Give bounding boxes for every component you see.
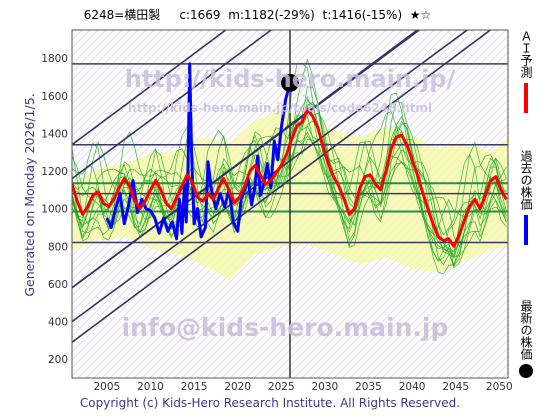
y-tick-label: 200 (48, 354, 68, 366)
y-tick-label: 1200 (41, 166, 68, 178)
ensemble-line (72, 103, 507, 235)
ensemble-line (72, 99, 507, 267)
legend-forecast-swatch (524, 83, 528, 113)
watermark-email: info@kids-hero.main.jp (122, 313, 449, 342)
target-price: t:1416(-15%) (322, 8, 403, 22)
legend-latest-price-label: 最新の株価 (519, 300, 533, 360)
current-price: c:1669 (179, 8, 221, 22)
trend-line (115, 30, 118, 31)
legend-latest-price: 最新の株価 (516, 300, 536, 378)
rating-stars: ★☆ (409, 8, 432, 22)
legend-past-swatch (524, 215, 528, 245)
x-tick-label: 2035 (355, 381, 382, 393)
chart-header: 6248=横田製 c:1669 m:1182(-29%) t:1416(-15%… (0, 6, 515, 23)
legend-past-price: 過去の株価 (516, 150, 536, 245)
x-tick-label: 2040 (399, 381, 426, 393)
watermark-mid-url: http://kids-hero.main.jp/tools/code6248.… (128, 101, 432, 115)
forecast-price-line (72, 107, 508, 248)
x-tick-label: 2010 (137, 381, 164, 393)
y-tick-label: 600 (48, 279, 68, 291)
x-tick-label: 2030 (312, 381, 339, 393)
x-tick-label: 2015 (181, 381, 208, 393)
plot-frame (71, 29, 509, 379)
y-tick-label: 800 (48, 241, 68, 253)
x-tick-label: 2020 (224, 381, 251, 393)
legend-past-price-label: 過去の株価 (519, 150, 533, 210)
y-tick-label: 1800 (41, 53, 68, 65)
min-price: m:1182(-29%) (228, 8, 315, 22)
latest-price-marker (281, 73, 299, 92)
trend-line (72, 30, 273, 180)
watermark-top-url: http://kids-hero.main.jp/ (125, 65, 456, 93)
x-tick-label: 2025 (268, 381, 295, 393)
stock-code: 6248=横田製 (83, 8, 161, 22)
y-tick-label: 1600 (41, 91, 68, 103)
y-tick-label: 1400 (41, 128, 68, 140)
y-tick-label: 400 (48, 317, 68, 329)
legend-latest-dot (519, 364, 533, 378)
x-tick-label: 2045 (442, 381, 469, 393)
y-tick-label: 1000 (41, 204, 68, 216)
legend-ai-forecast-label: ＡＩ予測 (519, 30, 533, 78)
legend-ai-forecast: ＡＩ予測 (516, 30, 536, 113)
x-tick-label: 2005 (94, 381, 121, 393)
x-tick-label: 2050 (486, 381, 513, 393)
copyright-footer: Copyright (c) Kids-Hero Research Institu… (79, 396, 461, 410)
trend-line (72, 30, 228, 146)
ensemble-line (72, 62, 507, 236)
